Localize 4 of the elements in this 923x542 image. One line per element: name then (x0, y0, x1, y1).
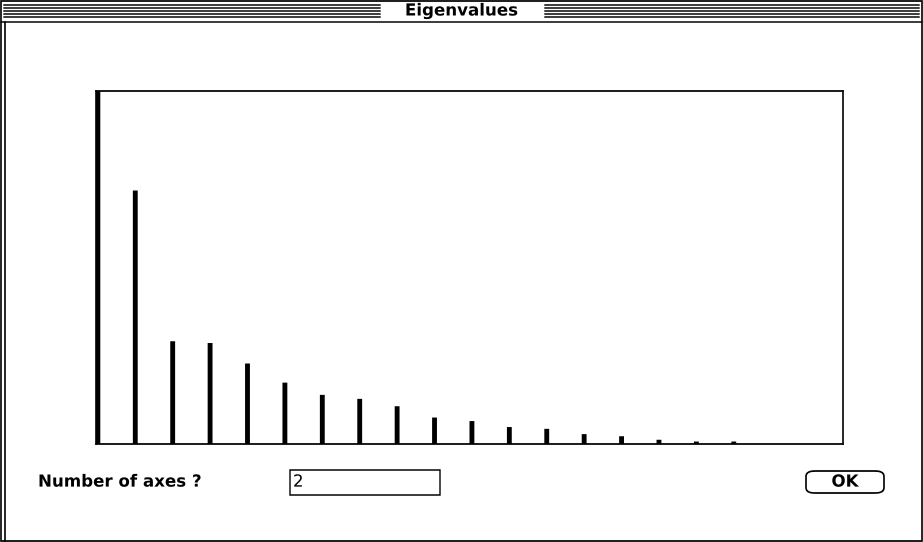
text: OK (832, 474, 860, 487)
text: 2 (294, 474, 302, 487)
text: Number of axes ? (40, 474, 201, 487)
chart-title: Eigenvalues (406, 2, 518, 20)
